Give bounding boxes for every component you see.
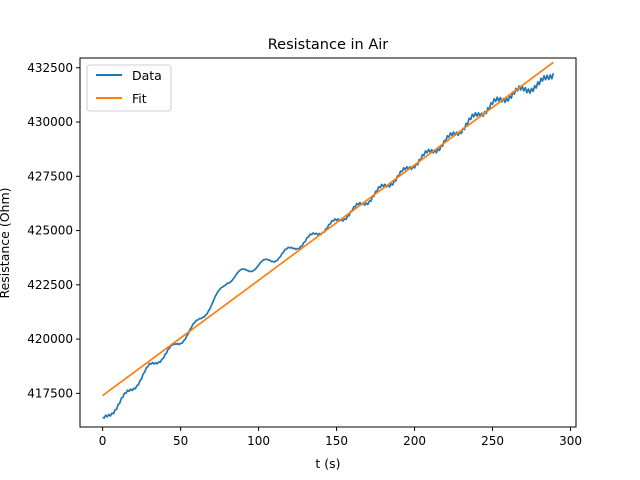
legend-box — [86, 64, 172, 112]
x-axis-label: t (s) — [315, 456, 340, 471]
legend-label-data: Data — [132, 68, 162, 83]
y-tick-label: 425000 — [27, 224, 73, 238]
x-tick-label: 0 — [99, 434, 107, 448]
y-tick-label: 430000 — [27, 115, 73, 129]
y-tick-label: 422500 — [27, 278, 73, 292]
x-tick-label: 50 — [173, 434, 188, 448]
x-tick-label: 200 — [403, 434, 426, 448]
y-tick-label: 417500 — [27, 386, 73, 400]
axes-frame — [79, 57, 577, 428]
x-tick-label: 300 — [559, 434, 582, 448]
y-tick-label: 420000 — [27, 332, 73, 346]
series-line-data — [102, 73, 555, 419]
y-tick-label: 432500 — [27, 61, 73, 75]
legend-label-fit: Fit — [132, 91, 147, 106]
series-line-fit — [102, 61, 554, 397]
legend: Data Fit — [86, 64, 172, 112]
x-tick-label: 150 — [325, 434, 348, 448]
x-tick-label: 100 — [247, 434, 270, 448]
y-tick-label: 427500 — [27, 169, 73, 183]
axis-ticks: 0 50 100 150 200 250 300 417500 420000 422500 4250… — [27, 61, 582, 448]
plot-area — [102, 61, 555, 419]
chart-title: Resistance in Air — [268, 37, 389, 53]
x-tick-label: 250 — [481, 434, 504, 448]
y-axis-label: Resistance (Ohm) — [0, 187, 12, 298]
